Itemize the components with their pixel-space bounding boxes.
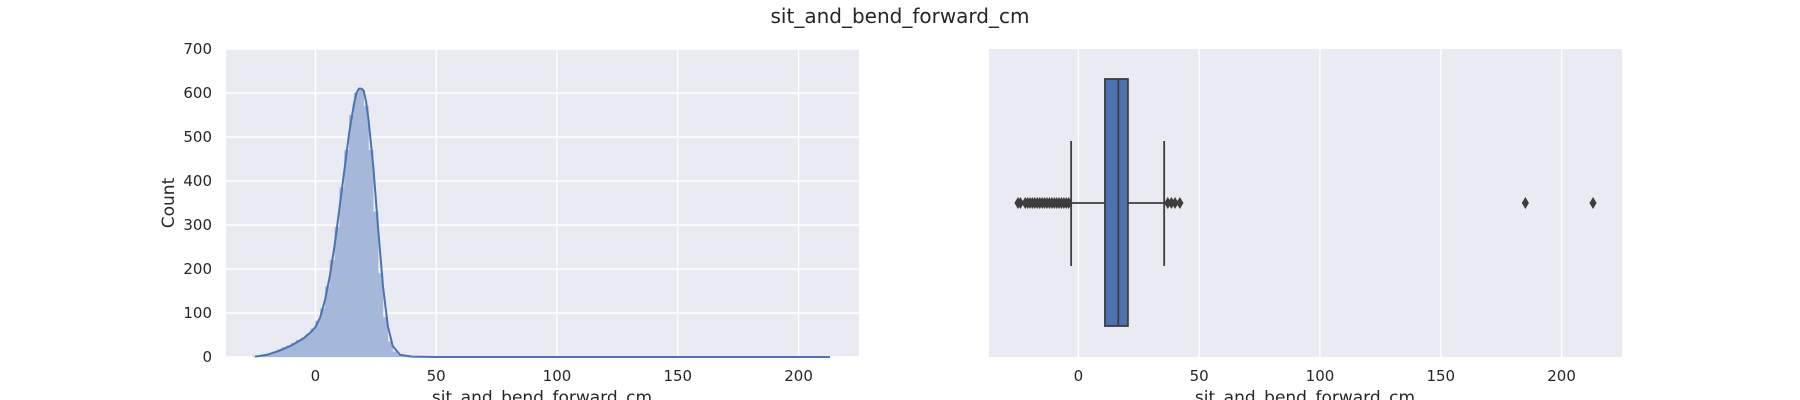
- outlier-point: [1521, 197, 1529, 209]
- histogram-bar: [334, 227, 340, 358]
- outlier-point: [1167, 197, 1176, 209]
- outlier-point: [1176, 197, 1184, 209]
- x-tick-label: 50: [1190, 367, 1209, 385]
- histogram-bar: [378, 273, 384, 358]
- x-tick-label: 200: [1547, 367, 1576, 385]
- boxplot-marks: [1014, 78, 1597, 327]
- histogram-x-ticks: 0 50 100 150 200: [311, 367, 813, 385]
- y-tick-label: 600: [183, 84, 212, 102]
- histogram-y-ticks: 0 100 200 300 400 500 600 700: [183, 40, 212, 366]
- iqr-box: [1104, 78, 1129, 327]
- histogram-bar: [344, 150, 350, 358]
- x-tick-label: 0: [1074, 367, 1084, 385]
- histogram-bar: [373, 211, 379, 358]
- outlier-point: [1589, 197, 1597, 209]
- histogram-panel: 0 50 100 150 200 0 100 200 300 400 500 600 700 sit_…: [159, 40, 859, 400]
- y-tick-label: 300: [183, 216, 212, 234]
- histogram-bar: [368, 150, 374, 358]
- histogram-bar: [353, 92, 360, 358]
- histogram-bar: [349, 114, 355, 358]
- histogram-bar: [339, 187, 345, 358]
- y-tick-label: 400: [183, 172, 212, 190]
- histogram-kde-curve: [254, 87, 830, 358]
- boxplot-x-ticks: 0 50 100 150 200: [1074, 367, 1576, 385]
- x-tick-label: 100: [543, 367, 572, 385]
- histogram-bar: [358, 88, 364, 358]
- outlier-point: [1171, 197, 1179, 209]
- histogram-bar: [387, 341, 393, 358]
- figure-suptitle: sit_and_bend_forward_cm: [771, 4, 1030, 28]
- boxplot-panel: 0 50 100 150 200 sit_and_bend_forward_cm: [989, 49, 1622, 400]
- outlier-point: [1164, 197, 1172, 209]
- outlier-point: [1065, 197, 1073, 209]
- y-tick-label: 0: [202, 348, 212, 366]
- y-tick-label: 200: [183, 260, 212, 278]
- histogram-bar: [392, 351, 398, 358]
- histogram-bar: [382, 317, 389, 358]
- y-tick-label: 700: [183, 40, 212, 58]
- y-tick-label: 100: [183, 304, 212, 322]
- histogram-bars: [252, 88, 418, 358]
- y-tick-label: 500: [183, 128, 212, 146]
- boxplot-x-axis-label: sit_and_bend_forward_cm: [1195, 388, 1415, 400]
- x-tick-label: 50: [427, 367, 446, 385]
- histogram-y-axis-label: Count: [159, 177, 179, 228]
- histogram-bar: [305, 333, 311, 358]
- x-tick-label: 200: [784, 367, 813, 385]
- histogram-bar: [363, 106, 369, 358]
- outlier-point: [1016, 197, 1025, 209]
- x-tick-label: 100: [1306, 367, 1335, 385]
- x-tick-label: 150: [1426, 367, 1455, 385]
- x-tick-label: 0: [311, 367, 321, 385]
- histogram-x-axis-label: sit_and_bend_forward_cm: [432, 388, 652, 400]
- x-tick-label: 150: [663, 367, 692, 385]
